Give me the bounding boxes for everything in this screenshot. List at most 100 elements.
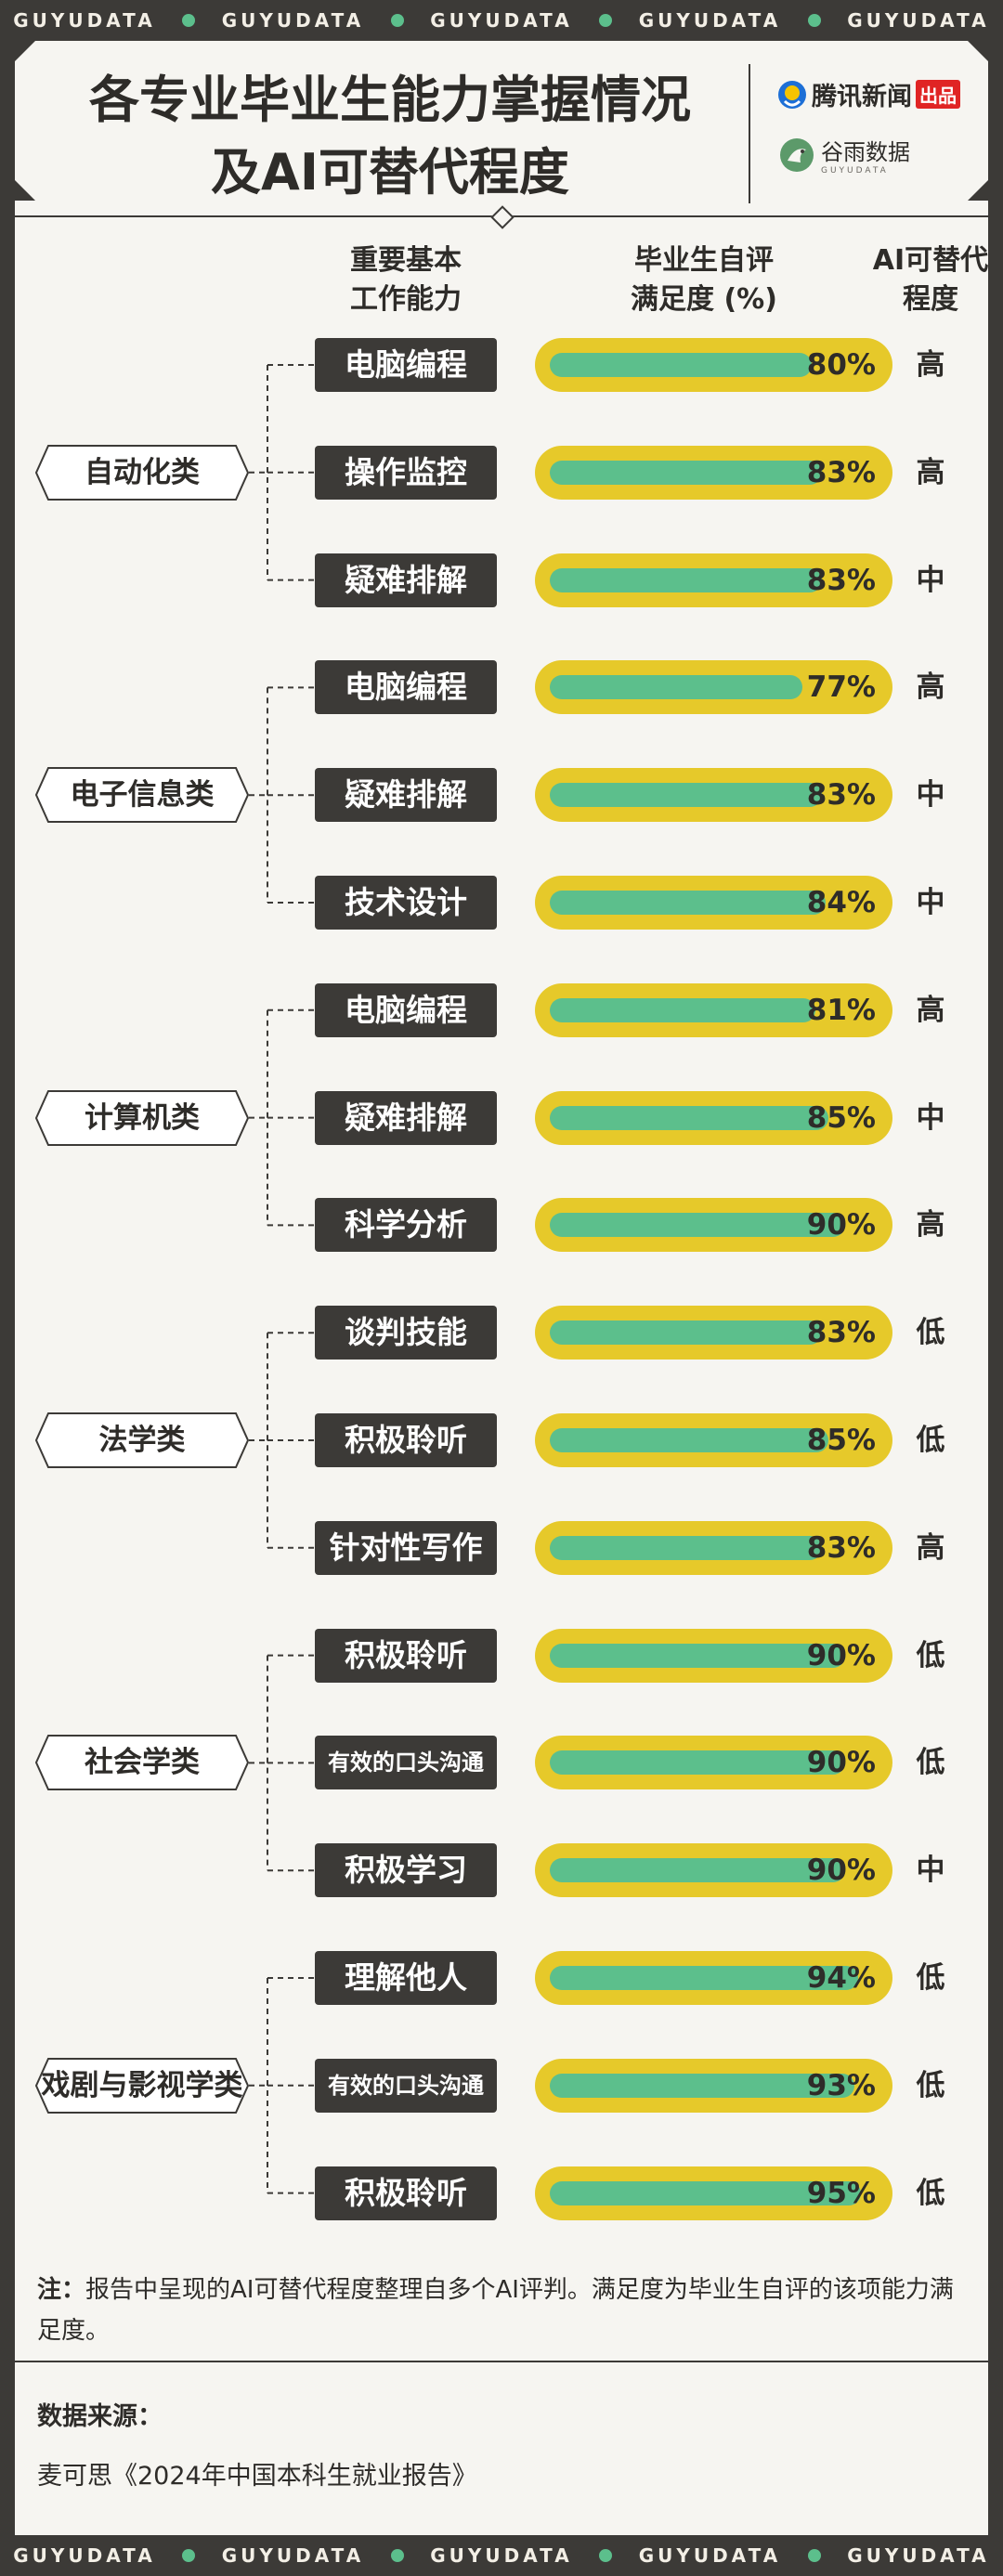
score-value-label: 90%: [806, 1638, 876, 1672]
skill-label: 电脑编程: [315, 982, 497, 1037]
skill-label: 针对性写作: [315, 1520, 497, 1575]
footer-separator: [15, 2361, 988, 2362]
category-badge-shape: [35, 1089, 249, 1146]
score-value-label: 94%: [806, 1961, 876, 1995]
category-label-text: 自动化类: [85, 455, 200, 489]
category-label-text: 电子信息类: [70, 778, 215, 813]
score-bar: [550, 1213, 845, 1238]
logo1-text: 腾讯新闻: [812, 83, 912, 111]
score-bar: [550, 460, 822, 485]
score-bar: [550, 891, 826, 915]
skill-label: 电脑编程: [315, 338, 497, 392]
column-header-score: 毕业生自评 满足度 (%): [555, 241, 853, 319]
category-badge-shape: [35, 1735, 249, 1791]
brand-band-dot: [599, 14, 613, 27]
score-bar: [550, 1643, 845, 1668]
ai-level-label: 低: [916, 1961, 945, 1995]
brand-band-text: GUYUDATA: [638, 2544, 782, 2567]
ai-level-label: 低: [916, 2068, 945, 2102]
score-bar-track: 85%: [535, 1413, 892, 1467]
note-label: 注：: [37, 2276, 86, 2304]
brand-band-dot: [390, 2549, 404, 2562]
score-value-label: 81%: [806, 993, 876, 1027]
category-badge-shape: [35, 444, 249, 501]
tencent-news-icon: [778, 80, 806, 109]
brand-band-text: GUYUDATA: [13, 2544, 156, 2567]
ai-level-label: 中: [916, 563, 945, 597]
skill-label: 积极聆听: [315, 1413, 497, 1467]
brand-band-dot: [807, 2549, 821, 2562]
brand-band-text: GUYUDATA: [221, 9, 365, 32]
source-title: 数据来源：: [37, 2402, 163, 2431]
skill-label: 电脑编程: [315, 660, 497, 715]
ai-header-line-2: 程度: [903, 283, 958, 316]
guyu-bird-icon: [780, 137, 814, 172]
brand-band-dot: [182, 2549, 196, 2562]
ai-level-label: 低: [916, 1424, 945, 1457]
score-bar-track: 90%: [535, 1736, 892, 1790]
logo2-text: 谷雨数据: [821, 139, 910, 165]
score-value-label: 85%: [806, 1100, 876, 1135]
score-value-label: 84%: [806, 886, 876, 919]
skill-header-line-1: 重要基本: [350, 244, 462, 277]
skill-label: 疑难排解: [315, 1090, 497, 1145]
skill-label: 技术设计: [315, 876, 497, 930]
category-label-text: 社会学类: [85, 1746, 200, 1780]
score-value-label: 77%: [806, 670, 876, 705]
score-bar-track: 83%: [535, 1520, 892, 1575]
brand-band-dot: [390, 14, 404, 27]
ai-level-label: 高: [916, 1530, 945, 1565]
ai-level-label: 高: [916, 993, 945, 1027]
ai-level-label: 低: [916, 1638, 945, 1672]
corner-mark-top-left: [15, 41, 35, 61]
ai-level-label: 中: [916, 886, 945, 919]
score-bar-track: 81%: [535, 982, 892, 1037]
brand-band-text: GUYUDATA: [430, 9, 573, 32]
logo2-sub: GUYUDATA: [821, 166, 889, 176]
category-label-text: 法学类: [98, 1424, 186, 1457]
score-bar-track: 90%: [535, 1198, 892, 1253]
ai-level-label: 低: [916, 1746, 945, 1780]
brand-band-dot: [807, 14, 821, 27]
ai-level-label: 高: [916, 670, 945, 705]
score-bar: [550, 783, 822, 808]
score-value-label: 93%: [806, 2068, 876, 2102]
ai-level-label: 高: [916, 348, 945, 382]
skill-label: 积极学习: [315, 1843, 497, 1898]
score-header-line-1: 毕业生自评: [634, 244, 774, 277]
ai-level-label: 低: [916, 2176, 945, 2210]
skill-label: 谈判技能: [315, 1306, 497, 1360]
infographic-card: 各专业毕业生能力掌握情况 及AI可替代程度 腾讯新闻 出品 谷雨数据 GUYUD…: [15, 41, 988, 2535]
corner-mark-top-right: [968, 41, 988, 61]
score-bar-track: 90%: [535, 1628, 892, 1683]
score-value-label: 90%: [806, 1854, 876, 1888]
score-value-label: 85%: [806, 1424, 876, 1457]
score-value-label: 90%: [806, 1746, 876, 1780]
score-value-label: 83%: [806, 455, 876, 489]
skill-label: 疑难排解: [315, 768, 497, 823]
category-label: 法学类: [35, 1412, 249, 1468]
ai-level-label: 低: [916, 1316, 945, 1350]
score-bar: [550, 1105, 828, 1130]
brand-band-text: GUYUDATA: [847, 9, 990, 32]
footnote: 注：报告中呈现的AI可替代程度整理自多个AI评判。满足度为毕业生自评的该项能力满…: [37, 2270, 966, 2351]
corner-mark-left: [15, 180, 35, 201]
category-label: 计算机类: [35, 1089, 249, 1146]
score-value-label: 90%: [806, 1208, 876, 1242]
score-bar-track: 77%: [535, 660, 892, 715]
brand-band-text: GUYUDATA: [430, 2544, 573, 2567]
score-bar: [550, 997, 815, 1022]
score-bar-track: 93%: [535, 2058, 892, 2113]
score-bar: [550, 567, 822, 592]
score-bar-track: 83%: [535, 445, 892, 500]
category-badge-shape: [35, 1412, 249, 1468]
category-label-text: 戏剧与影视学类: [41, 2068, 243, 2102]
column-header-ai: AI可替代 程度: [856, 241, 1003, 319]
score-bar: [550, 1966, 858, 1990]
top-brand-band: GUYUDATA GUYUDATA GUYUDATA GUYUDATA GUYUDATA: [0, 0, 1003, 41]
score-bar-track: 95%: [535, 2166, 892, 2220]
skill-label: 疑难排解: [315, 553, 497, 607]
ai-level-label: 中: [916, 1100, 945, 1135]
category-label: 自动化类: [35, 444, 249, 501]
score-bar-track: 83%: [535, 768, 892, 823]
